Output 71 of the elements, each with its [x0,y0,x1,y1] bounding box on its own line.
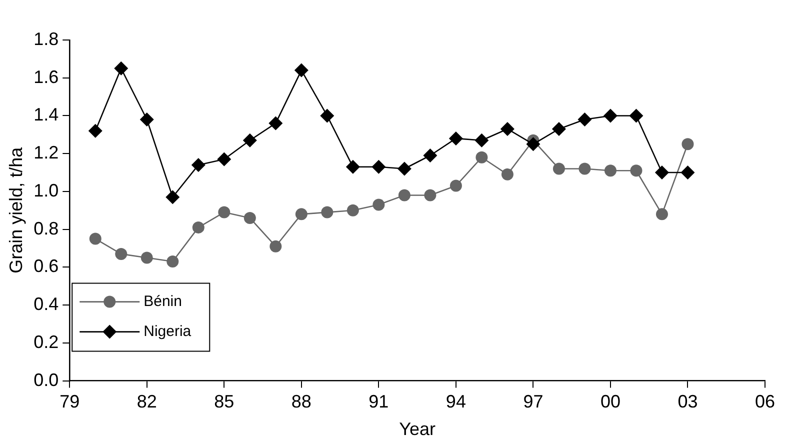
point [140,252,153,264]
point [578,162,591,175]
point [604,164,616,177]
legend-label: Bénin [144,292,182,310]
x-tick-label: 94 [446,392,466,412]
point [578,112,592,127]
y-tick-label: 1.8 [34,28,59,49]
y-tick-label: 0.8 [34,218,59,238]
y-tick-label: 0.6 [34,256,59,276]
point [680,166,695,180]
point [268,116,283,130]
point [346,204,359,216]
point [166,190,180,204]
point [423,148,438,162]
y-tick-label: 1.4 [34,104,59,125]
point [682,138,694,150]
point [115,248,128,260]
x-tick-label: 97 [523,392,544,412]
point [500,122,514,136]
point [656,208,668,220]
point [242,133,257,148]
x-tick-label: 91 [368,392,389,412]
point [398,189,410,202]
y-tick-label: 0.0 [34,370,59,390]
point [526,137,540,152]
point [140,112,154,127]
point [270,240,282,252]
y-tick-label: 1.6 [34,66,59,87]
point [294,63,308,78]
point [501,168,514,180]
point [372,198,385,211]
y-tick-label: 0.4 [34,294,59,314]
y-tick-label: 0.2 [34,332,59,352]
legend-label: Nigeria [144,322,192,340]
y-axis-title: Grain yield, t/ha [6,146,26,274]
x-tick-label: 00 [600,392,620,412]
x-tick-label: 88 [291,392,312,412]
point [450,180,462,192]
x-tick-label: 85 [214,392,234,412]
point [372,160,386,174]
x-tick-label: 03 [678,392,698,412]
point [114,61,128,76]
point [552,122,566,136]
point [244,212,256,224]
point [476,151,488,164]
point [629,108,644,123]
x-tick-label: 82 [136,392,157,412]
y-tick-label: 1.2 [34,142,59,163]
point [397,162,412,176]
point [654,166,669,180]
point [89,232,102,245]
point [448,131,463,146]
point [218,206,230,218]
point [217,152,232,166]
y-tick-label: 1.0 [34,180,59,200]
point [552,162,565,175]
point [346,160,360,174]
point [88,124,102,138]
point [424,189,436,202]
x-tick-label: 06 [754,392,776,412]
x-tick-label: 79 [60,392,80,412]
point [474,133,489,148]
point [166,256,179,268]
point [191,158,206,172]
x-axis-title: Year [399,419,436,440]
point [192,221,204,234]
point [630,164,642,177]
point [603,108,618,123]
point [320,108,334,123]
point [295,208,308,220]
point [321,206,334,218]
